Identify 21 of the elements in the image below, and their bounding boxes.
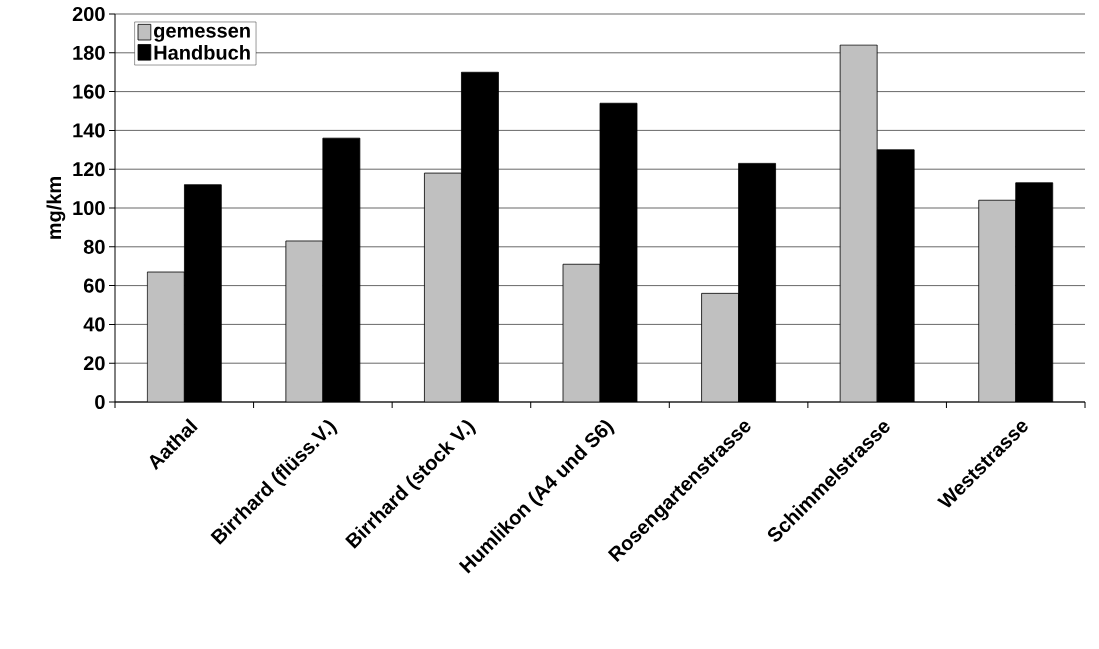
- y-tick-label: 80: [83, 239, 105, 254]
- bar: [563, 264, 601, 402]
- bar: [978, 199, 1017, 402]
- bar: [701, 293, 739, 402]
- y-tick-label: 100: [73, 200, 105, 216]
- y-tick-label: 200: [72, 6, 105, 22]
- bar: [840, 45, 878, 402]
- y-tick-label: 180: [73, 45, 105, 60]
- y-tick-label: 60: [83, 278, 105, 293]
- y-tick-label: 140: [73, 123, 105, 138]
- y-axis-title: mg/km: [46, 177, 66, 239]
- y-tick-label: 20: [83, 356, 105, 371]
- bar: [147, 272, 185, 402]
- y-tick-label: 160: [73, 84, 105, 99]
- y-tick-label: 120: [73, 162, 105, 177]
- legend-label: Handbuch: [154, 45, 250, 60]
- y-tick-label: 40: [83, 317, 105, 332]
- y-tick-label: 0: [95, 394, 105, 410]
- bar: [424, 173, 462, 402]
- bar: [285, 240, 323, 402]
- legend-label: gemessen: [154, 26, 250, 42]
